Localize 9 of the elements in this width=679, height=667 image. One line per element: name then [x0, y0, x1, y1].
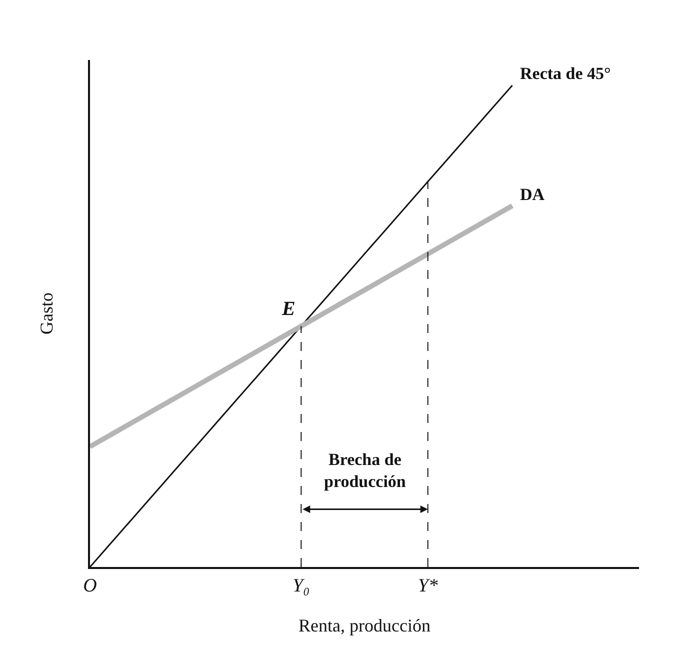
x-tick-label: Y* [418, 576, 438, 597]
annotation: Brecha de producción [324, 450, 406, 492]
x-axis-title: Renta, producción [298, 616, 430, 636]
x-tick-label: O [83, 576, 98, 597]
annotation: E [281, 298, 296, 320]
series-label: Recta de 45° [520, 64, 611, 83]
x-tick-label: Y₀ [292, 576, 310, 597]
series-label: DA [520, 185, 546, 204]
y-axis-title: Gasto [36, 292, 56, 334]
